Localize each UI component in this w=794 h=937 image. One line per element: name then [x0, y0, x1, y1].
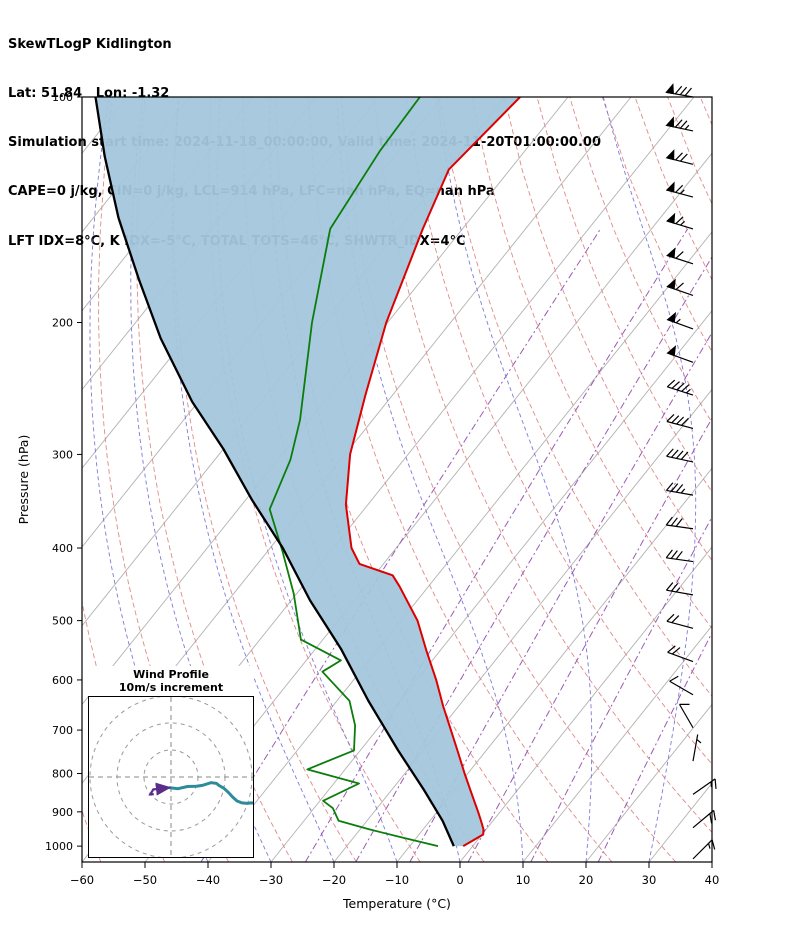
wind-barb — [665, 149, 694, 165]
hodograph-ring — [116, 722, 226, 832]
svg-text:10: 10 — [516, 873, 531, 887]
hodograph-title: Wind Profile 10m/s increment — [88, 666, 254, 696]
pressure-axis: 100 200 300 400 500 600 700 800 900 1000 — [45, 91, 82, 853]
wind-barb — [665, 83, 694, 98]
wind-barb — [666, 278, 694, 296]
wind-barb — [665, 549, 694, 563]
svg-text:1000: 1000 — [45, 840, 73, 853]
svg-text:100: 100 — [52, 91, 73, 104]
hodograph-title-line1: Wind Profile — [133, 668, 209, 681]
hodograph-trace-lower — [148, 782, 172, 796]
wind-barb — [666, 345, 694, 363]
wind-barb — [678, 703, 694, 729]
svg-text:−30: −30 — [259, 873, 283, 887]
wind-barb — [665, 116, 694, 132]
svg-text:200: 200 — [52, 317, 73, 330]
svg-text:600: 600 — [52, 674, 73, 687]
svg-text:300: 300 — [52, 448, 73, 461]
wind-barb — [667, 645, 694, 663]
wind-barb — [666, 212, 694, 230]
wind-barb — [666, 448, 694, 463]
svg-text:−10: −10 — [385, 873, 409, 887]
svg-text:400: 400 — [52, 542, 73, 555]
wind-barb — [669, 675, 694, 696]
wind-barb — [666, 311, 694, 330]
hodograph-plot — [88, 696, 254, 858]
temperature-curve — [344, 97, 521, 847]
temperature-axis: −60 −50 −40 −30 −20 −10 0 10 20 30 40 — [70, 862, 719, 887]
wind-barb — [692, 809, 717, 829]
sounding-shaded-area — [95, 97, 521, 847]
svg-text:0: 0 — [456, 873, 463, 887]
svg-text:20: 20 — [579, 873, 594, 887]
svg-text:40: 40 — [705, 873, 720, 887]
hodograph-trace-upper — [168, 781, 253, 805]
wind-barb — [692, 778, 717, 795]
wind-barb — [665, 482, 694, 496]
y-axis-label: Pressure (hPa) — [16, 435, 31, 525]
svg-text:30: 30 — [642, 873, 657, 887]
dewpoint-curve — [268, 97, 439, 847]
svg-text:−50: −50 — [133, 873, 157, 887]
wind-barb — [666, 247, 694, 265]
wind-barb — [665, 516, 694, 530]
svg-text:500: 500 — [52, 615, 73, 628]
wind-barb-column — [665, 83, 717, 860]
x-axis-label: Temperature (°C) — [342, 896, 451, 911]
hodograph-ring — [143, 749, 199, 805]
wind-barb — [692, 734, 702, 762]
wind-barb — [666, 379, 694, 396]
chart-title: SkewTLogP Kidlington — [8, 36, 172, 52]
svg-text:−20: −20 — [322, 873, 346, 887]
skewt-gridlines — [82, 97, 712, 862]
svg-text:700: 700 — [52, 724, 73, 737]
hodograph-title-line2: 10m/s increment — [118, 681, 224, 694]
svg-text:900: 900 — [52, 806, 73, 819]
wind-barb — [665, 582, 694, 596]
svg-text:−60: −60 — [70, 873, 94, 887]
svg-text:800: 800 — [52, 768, 73, 781]
wind-barb — [666, 413, 694, 430]
hodograph-ring — [89, 697, 253, 857]
hodograph-inset: Wind Profile 10m/s increment — [88, 666, 254, 858]
wind-barb — [665, 181, 694, 198]
wind-barb — [692, 839, 716, 860]
wind-barb — [666, 613, 694, 629]
svg-text:−40: −40 — [196, 873, 220, 887]
parcel-curve — [94, 97, 455, 847]
